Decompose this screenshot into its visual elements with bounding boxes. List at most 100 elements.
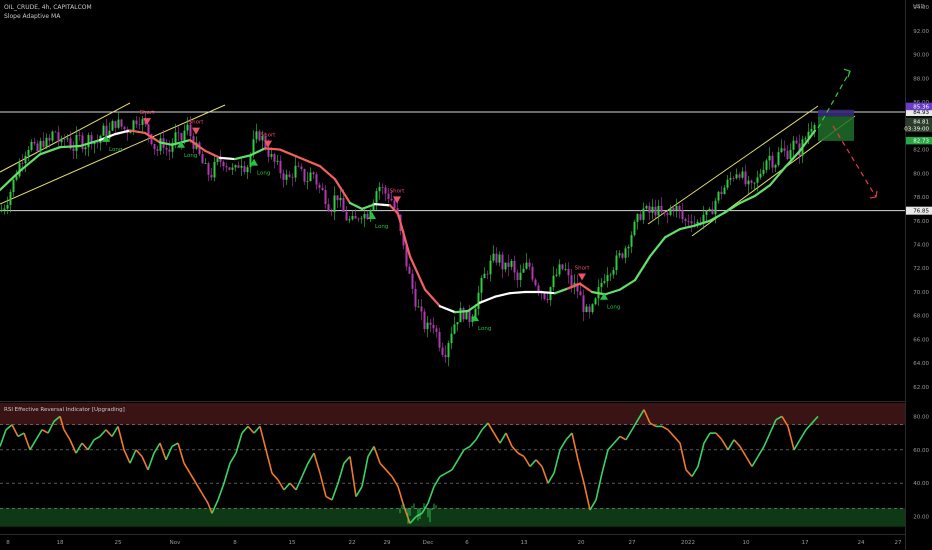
- rsi-segment: [217, 482, 225, 501]
- projection-top-box: [818, 109, 854, 117]
- price-tag-label: 82.73: [913, 139, 929, 145]
- long-signal-label: Long: [184, 153, 197, 159]
- ma-segment: [298, 156, 322, 168]
- candle-body: [669, 207, 672, 215]
- candle-body: [270, 154, 273, 157]
- candle-body: [324, 189, 327, 205]
- candle-body: [444, 354, 447, 358]
- candle-body: [426, 322, 429, 330]
- time-tick-label: 24: [858, 540, 865, 546]
- candle-body: [267, 147, 270, 157]
- candle-body: [372, 202, 375, 211]
- candle-body: [456, 322, 459, 325]
- candle-body: [774, 164, 777, 168]
- ma-segment: [663, 227, 682, 239]
- rsi-segment: [541, 466, 549, 484]
- candle-body: [591, 304, 594, 313]
- ma-segment: [768, 166, 787, 187]
- candle-body: [438, 331, 441, 348]
- grid-lines: [0, 0, 906, 550]
- rsi-segment: [721, 439, 729, 451]
- ma-segment: [388, 204, 400, 215]
- rsi-segment: [523, 456, 531, 467]
- rsi-segment: [433, 476, 441, 487]
- ma-segment: [333, 178, 352, 205]
- rsi-segment: [53, 415, 61, 422]
- candle-body: [507, 262, 510, 267]
- rsi-segment: [607, 442, 615, 451]
- rsi-segment: [123, 449, 131, 464]
- candle-body: [36, 143, 39, 152]
- candle-body: [747, 180, 750, 185]
- rsi-segment: [29, 439, 37, 451]
- rsi-segment: [59, 416, 65, 430]
- candle-body: [378, 186, 381, 192]
- ma-segment: [590, 290, 607, 296]
- rsi-segment: [23, 432, 31, 451]
- rsi-segment: [47, 421, 55, 434]
- time-tick-label: 6: [465, 540, 469, 546]
- candle-body: [30, 141, 33, 151]
- price-tick-label: 74.00: [913, 243, 929, 249]
- rsi-segment: [207, 502, 213, 514]
- target-up-line: [817, 70, 851, 129]
- candle-body: [579, 291, 582, 296]
- time-tick-label: 18: [57, 540, 64, 546]
- rsi-segment: [75, 442, 83, 454]
- candle-body: [720, 191, 723, 195]
- candle-body: [318, 184, 321, 188]
- candle-body: [231, 167, 234, 170]
- candle-body: [108, 130, 111, 139]
- candle-body: [558, 264, 561, 275]
- candle-body: [273, 154, 276, 162]
- candle-body: [312, 172, 315, 175]
- rsi-segment: [739, 446, 747, 457]
- ma-segment: [693, 219, 712, 227]
- time-tick-label: 2022: [681, 540, 695, 546]
- price-tag-bg: [906, 136, 932, 145]
- slope-adaptive-ma: [0, 129, 817, 314]
- candle-body: [303, 168, 306, 182]
- candle-body: [330, 211, 333, 213]
- candle-body: [93, 142, 96, 144]
- candle-body: [84, 147, 87, 150]
- candle-body: [207, 163, 210, 175]
- short-signal-label: Short: [189, 120, 205, 126]
- rsi-segment: [295, 476, 303, 491]
- price-candles: [0, 111, 816, 367]
- candle-body: [744, 171, 747, 185]
- rsi-segment: [799, 429, 807, 441]
- rsi-segment: [667, 429, 675, 437]
- target-projection: [817, 68, 878, 199]
- rsi-segment: [69, 439, 77, 454]
- candle-body: [222, 161, 225, 167]
- rsi-segment: [289, 482, 297, 491]
- candle-body: [618, 253, 621, 256]
- candle-body: [45, 137, 48, 147]
- long-signal-label: Long: [478, 326, 491, 332]
- candle-body: [6, 205, 9, 209]
- ma-segment: [360, 203, 377, 211]
- candle-body: [783, 148, 786, 151]
- rsi-segment: [661, 425, 669, 431]
- candle-body: [561, 264, 564, 270]
- candle-body: [522, 268, 525, 273]
- rsi-segment: [189, 472, 197, 484]
- candle-body: [216, 158, 219, 162]
- ma-segment: [278, 148, 302, 159]
- rsi-segment: [201, 492, 209, 504]
- rsi-oversold-zone: [0, 508, 905, 527]
- rsi-segment: [391, 476, 399, 487]
- candle-body: [516, 272, 519, 281]
- rsi-segment: [177, 442, 185, 464]
- candle-body: [534, 279, 537, 286]
- candle-body: [732, 178, 735, 180]
- candle-body: [423, 311, 426, 330]
- long-signal-marker: [600, 292, 608, 300]
- rsi-segment: [601, 449, 609, 474]
- ma-segment: [753, 184, 772, 197]
- candle-body: [504, 262, 507, 270]
- candle-body: [141, 119, 144, 125]
- candle-body: [678, 205, 681, 211]
- candle-body: [135, 120, 138, 125]
